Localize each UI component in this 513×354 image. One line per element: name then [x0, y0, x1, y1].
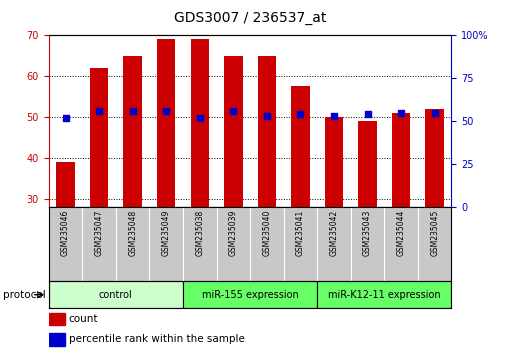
Point [430, 110, 439, 115]
Point [363, 112, 371, 117]
Point [397, 110, 405, 115]
Bar [56, 162, 75, 321]
Text: count: count [69, 314, 98, 324]
Text: GSM235039: GSM235039 [229, 209, 238, 256]
Point [195, 115, 204, 121]
Text: miR-155 expression: miR-155 expression [202, 290, 299, 300]
Text: protocol: protocol [3, 290, 45, 300]
Point [297, 112, 305, 117]
Point [162, 108, 170, 114]
Bar [124, 56, 142, 321]
Bar [190, 40, 209, 321]
Bar [49, 313, 65, 325]
Text: GSM235044: GSM235044 [397, 209, 406, 256]
Text: GSM235043: GSM235043 [363, 209, 372, 256]
Point [129, 108, 137, 114]
Text: GSM235045: GSM235045 [430, 209, 439, 256]
Point [263, 113, 271, 119]
Bar [224, 56, 243, 321]
Bar [49, 281, 183, 308]
Bar [90, 68, 108, 321]
Point [95, 108, 103, 114]
Bar [157, 40, 175, 321]
Bar [291, 86, 310, 321]
Bar [258, 56, 276, 321]
Text: GSM235048: GSM235048 [128, 209, 137, 256]
Bar [317, 281, 451, 308]
Text: GSM235046: GSM235046 [61, 209, 70, 256]
Text: control: control [99, 290, 133, 300]
Text: GSM235047: GSM235047 [94, 209, 104, 256]
Text: GSM235041: GSM235041 [296, 209, 305, 256]
Text: GSM235042: GSM235042 [329, 209, 339, 256]
Bar [392, 113, 410, 321]
Text: GDS3007 / 236537_at: GDS3007 / 236537_at [174, 11, 326, 25]
Bar [183, 281, 317, 308]
Bar [325, 117, 343, 321]
Point [229, 108, 238, 114]
Text: miR-K12-11 expression: miR-K12-11 expression [328, 290, 441, 300]
Bar [425, 109, 444, 321]
Point [330, 113, 338, 119]
Bar [49, 333, 65, 346]
Text: GSM235049: GSM235049 [162, 209, 171, 256]
Text: percentile rank within the sample: percentile rank within the sample [69, 334, 245, 344]
Text: GSM235040: GSM235040 [262, 209, 271, 256]
Point [62, 115, 70, 121]
Bar [358, 121, 377, 321]
Text: GSM235038: GSM235038 [195, 209, 204, 256]
